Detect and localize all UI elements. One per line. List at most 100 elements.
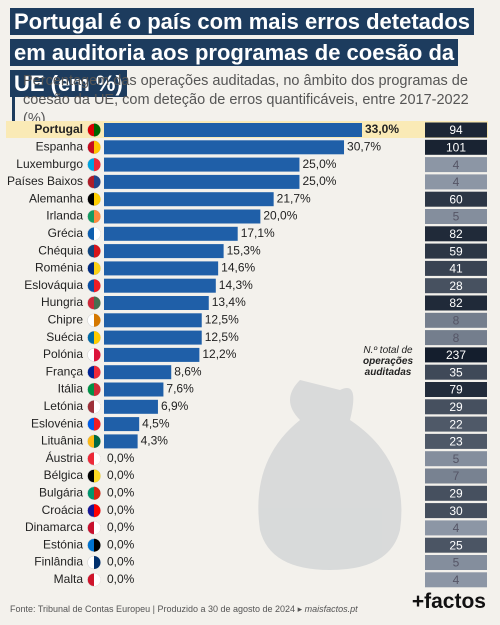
count-box bbox=[425, 295, 487, 311]
category-label: Portugal bbox=[34, 122, 83, 136]
category-label: Eslováquia bbox=[24, 278, 83, 292]
category-label: Chipre bbox=[48, 312, 84, 326]
category-label: Croácia bbox=[42, 503, 84, 517]
value-label: 14,6% bbox=[221, 261, 255, 275]
value-label: 12,5% bbox=[205, 330, 239, 344]
counts-title-line: auditadas bbox=[365, 367, 412, 378]
value-label: 0,0% bbox=[107, 485, 135, 499]
count-label: 22 bbox=[449, 417, 463, 431]
bar bbox=[104, 399, 158, 414]
count-box bbox=[425, 520, 487, 536]
count-box bbox=[425, 312, 487, 328]
money-bag-icon bbox=[258, 380, 402, 570]
count-box bbox=[425, 260, 487, 276]
flag-part bbox=[94, 123, 101, 137]
value-label: 4,3% bbox=[141, 434, 169, 448]
bar bbox=[104, 244, 224, 259]
count-label: 79 bbox=[449, 383, 463, 397]
category-label: Letónia bbox=[44, 399, 84, 413]
flag-part bbox=[94, 538, 101, 552]
bar bbox=[104, 365, 172, 380]
count-label: 29 bbox=[449, 400, 463, 414]
count-label: 82 bbox=[449, 227, 463, 241]
category-label: Roménia bbox=[35, 261, 83, 275]
value-label: 20,0% bbox=[263, 209, 297, 223]
flag-part bbox=[94, 210, 101, 223]
count-box bbox=[425, 226, 487, 242]
count-box bbox=[425, 122, 487, 138]
flag-part bbox=[94, 417, 101, 431]
flag-part bbox=[94, 348, 101, 362]
category-label: Polónia bbox=[43, 347, 83, 361]
count-label: 41 bbox=[449, 262, 463, 276]
counts-title-line: operações bbox=[363, 356, 413, 367]
count-label: 101 bbox=[446, 140, 466, 154]
logo: +factos bbox=[411, 590, 486, 613]
produced: Produzido a 30 de agosto de 2024 bbox=[157, 604, 296, 614]
flag-part bbox=[94, 400, 101, 414]
bar bbox=[104, 382, 164, 397]
count-box bbox=[425, 382, 487, 397]
count-box bbox=[425, 347, 487, 363]
category-label: Grécia bbox=[48, 226, 84, 240]
bar bbox=[104, 313, 202, 328]
value-label: 0,0% bbox=[107, 537, 135, 551]
category-label: Irlanda bbox=[46, 209, 83, 223]
count-box bbox=[425, 416, 487, 432]
flag-part bbox=[94, 279, 101, 293]
flag-part bbox=[94, 521, 101, 535]
flag-part bbox=[94, 244, 101, 258]
category-label: Eslovénia bbox=[31, 416, 83, 430]
flag-part bbox=[94, 434, 101, 448]
source: Fonte: Tribunal de Contas Europeu bbox=[10, 604, 151, 614]
flag-part bbox=[94, 140, 101, 154]
count-label: 8 bbox=[453, 313, 460, 327]
bar bbox=[104, 157, 300, 172]
count-box bbox=[425, 174, 487, 190]
category-label: Bélgica bbox=[44, 468, 84, 482]
site: maisfactos.pt bbox=[304, 604, 358, 614]
category-label: Áustria bbox=[46, 450, 84, 465]
bar bbox=[104, 140, 345, 155]
count-label: 4 bbox=[453, 158, 460, 172]
count-label: 23 bbox=[449, 435, 463, 449]
value-label: 15,3% bbox=[227, 243, 261, 257]
counts-title: N.º total de operações auditadas bbox=[363, 345, 413, 378]
count-label: 8 bbox=[453, 331, 460, 345]
count-box bbox=[425, 139, 487, 155]
bar bbox=[104, 278, 216, 293]
count-label: 5 bbox=[453, 452, 460, 466]
category-label: Dinamarca bbox=[25, 520, 83, 534]
category-label: Lituânia bbox=[41, 434, 83, 448]
value-label: 0,0% bbox=[107, 520, 135, 534]
count-label: 28 bbox=[449, 279, 463, 293]
count-box bbox=[425, 209, 487, 224]
count-label: 4 bbox=[453, 521, 460, 535]
count-box bbox=[425, 572, 487, 588]
category-label: Bulgária bbox=[39, 485, 83, 499]
value-label: 0,0% bbox=[107, 468, 135, 482]
flag-part bbox=[94, 556, 101, 569]
category-label: Países Baixos bbox=[7, 174, 83, 188]
flag-part bbox=[94, 261, 101, 275]
count-box bbox=[425, 468, 487, 484]
value-label: 0,0% bbox=[107, 572, 135, 586]
flag-part bbox=[94, 486, 101, 500]
count-label: 82 bbox=[449, 296, 463, 310]
bar bbox=[104, 192, 274, 207]
value-label: 30,7% bbox=[347, 139, 381, 153]
value-label: 0,0% bbox=[107, 451, 135, 465]
bar bbox=[104, 296, 209, 310]
count-label: 5 bbox=[453, 210, 460, 224]
count-box bbox=[425, 555, 487, 570]
flag-part bbox=[94, 365, 101, 379]
bar bbox=[104, 123, 362, 137]
count-box bbox=[425, 399, 487, 415]
count-label: 4 bbox=[453, 573, 460, 587]
count-label: 29 bbox=[449, 486, 463, 500]
value-label: 33,0% bbox=[365, 122, 399, 136]
value-label: 4,5% bbox=[142, 416, 170, 430]
bar bbox=[104, 434, 138, 449]
